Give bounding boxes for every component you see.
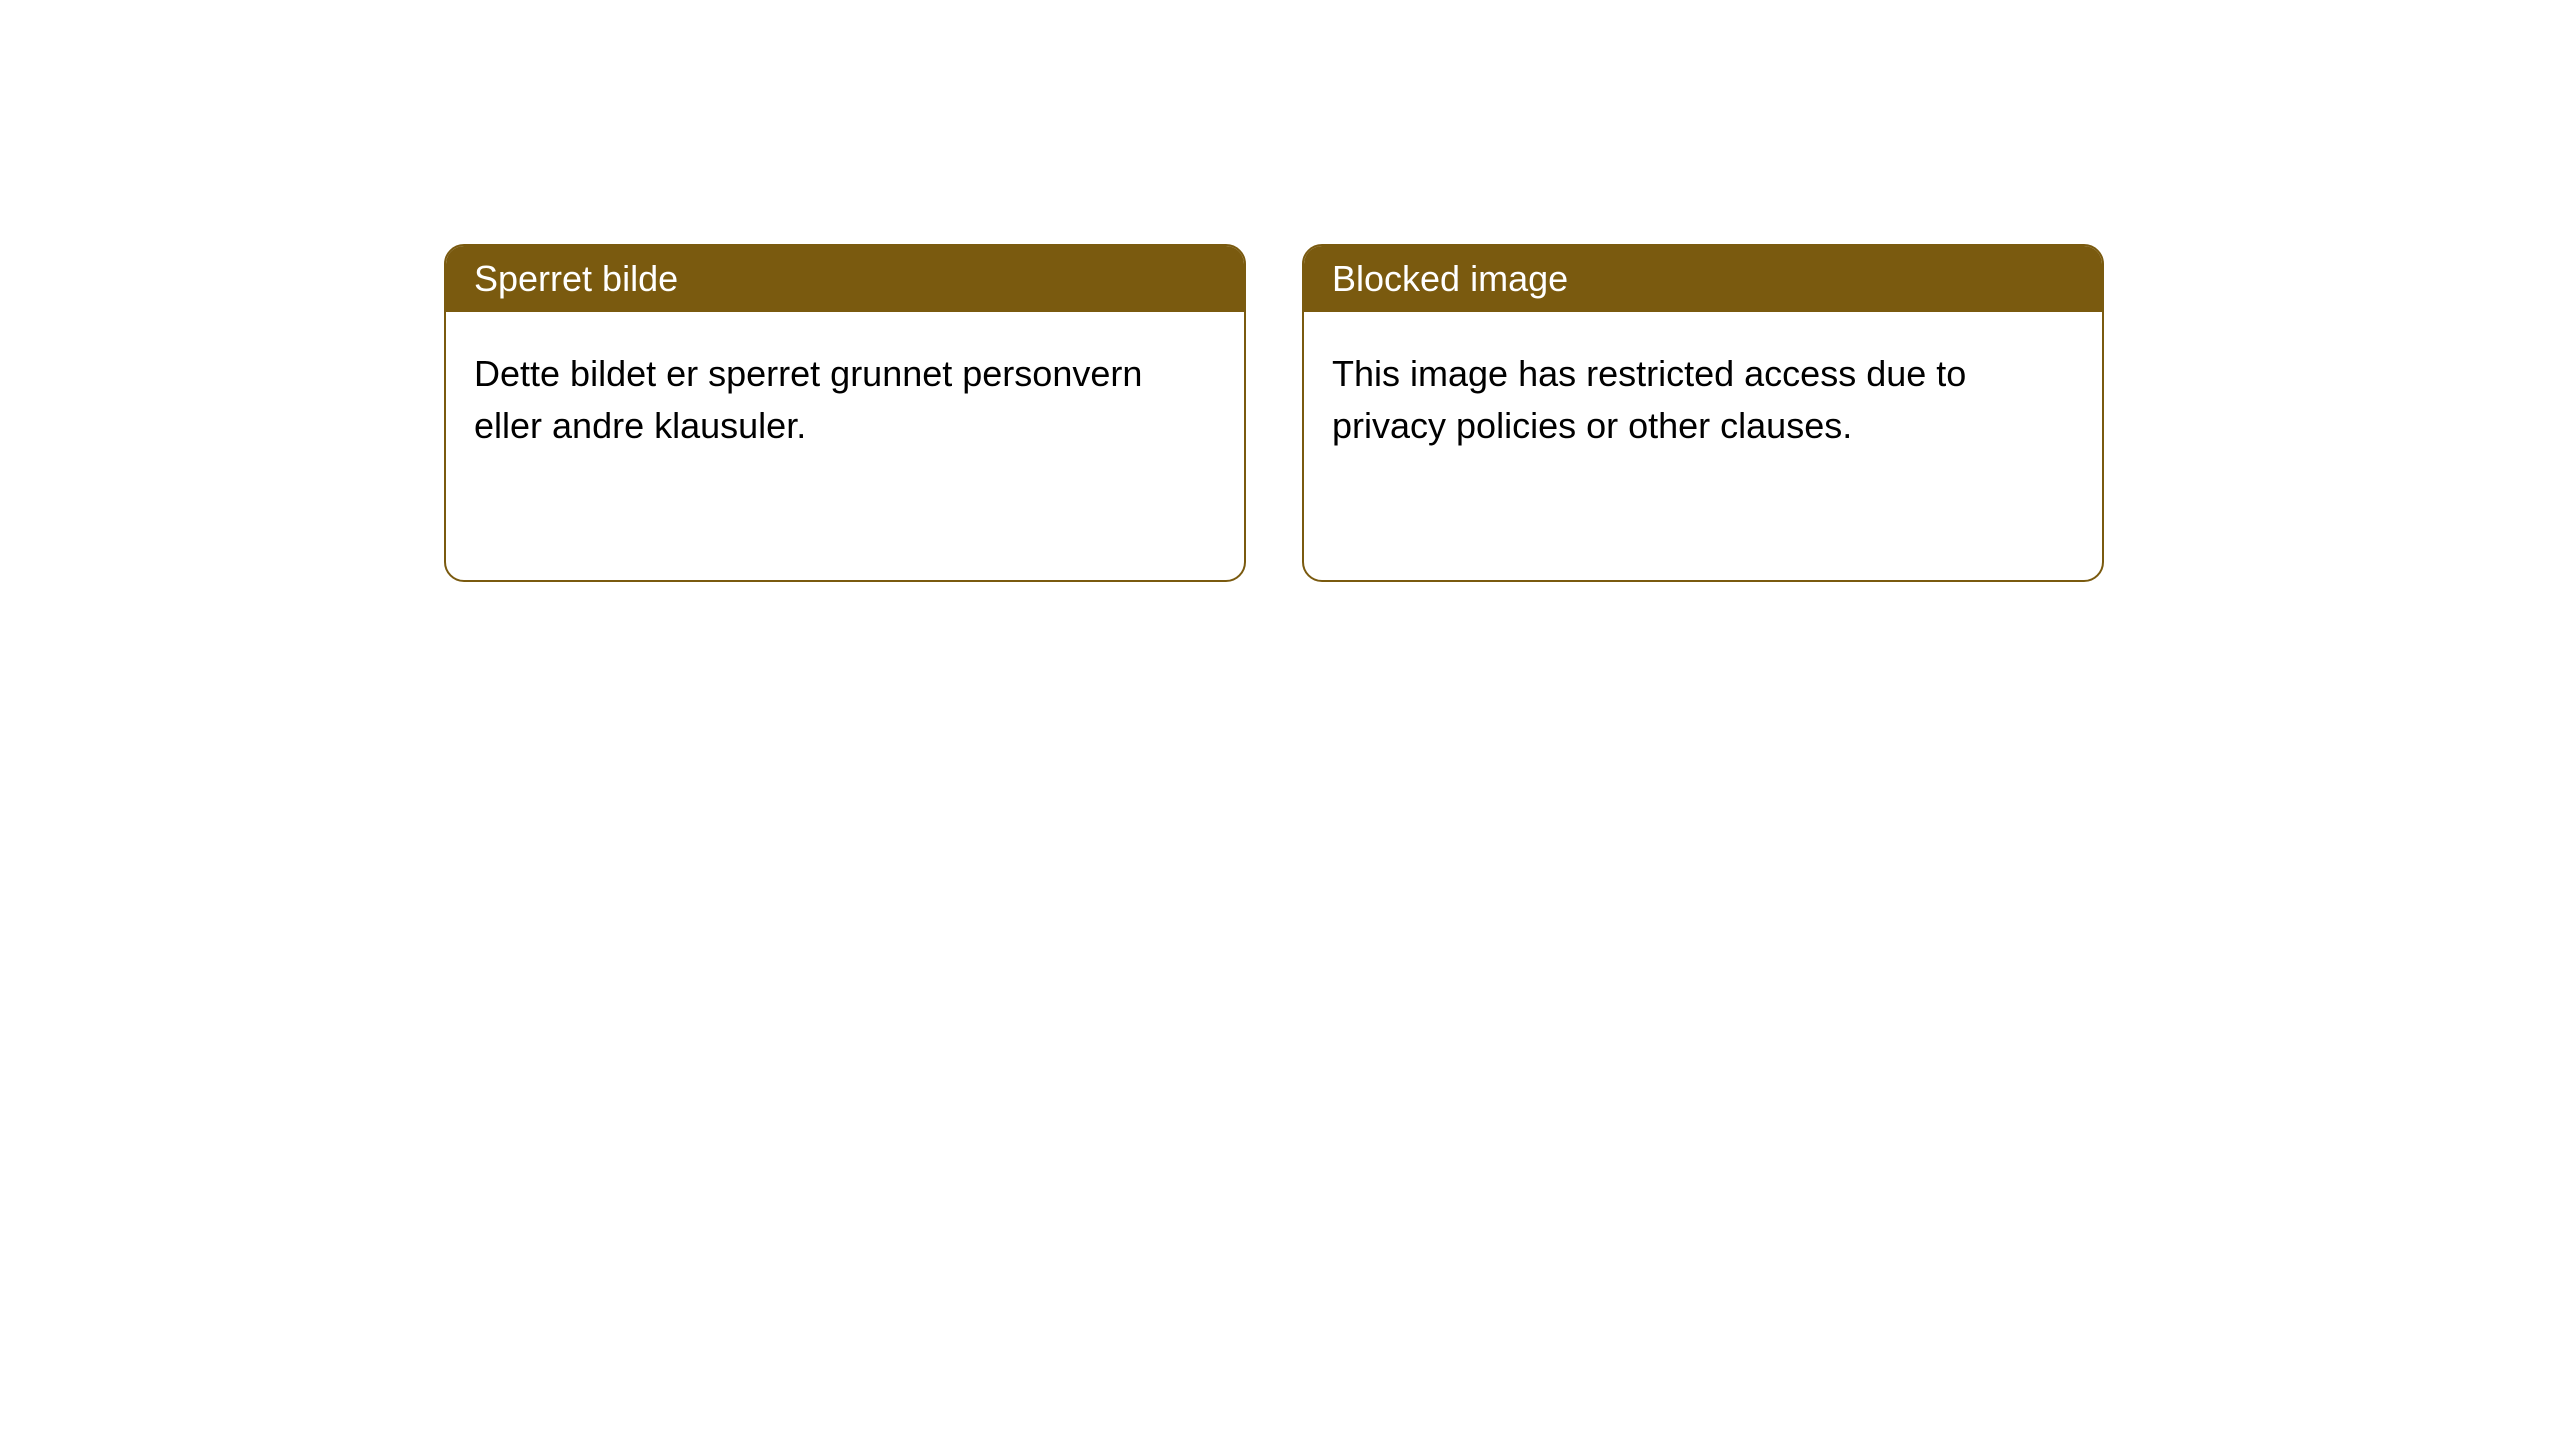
card-header: Blocked image: [1304, 246, 2102, 312]
card-body: This image has restricted access due to …: [1304, 312, 2102, 488]
notice-card-english: Blocked image This image has restricted …: [1302, 244, 2104, 582]
card-body-text: Dette bildet er sperret grunnet personve…: [474, 353, 1142, 446]
notice-cards-container: Sperret bilde Dette bildet er sperret gr…: [444, 244, 2104, 582]
card-header: Sperret bilde: [446, 246, 1244, 312]
card-title: Blocked image: [1332, 258, 1568, 299]
card-body-text: This image has restricted access due to …: [1332, 353, 1966, 446]
notice-card-norwegian: Sperret bilde Dette bildet er sperret gr…: [444, 244, 1246, 582]
card-title: Sperret bilde: [474, 258, 678, 299]
card-body: Dette bildet er sperret grunnet personve…: [446, 312, 1244, 488]
